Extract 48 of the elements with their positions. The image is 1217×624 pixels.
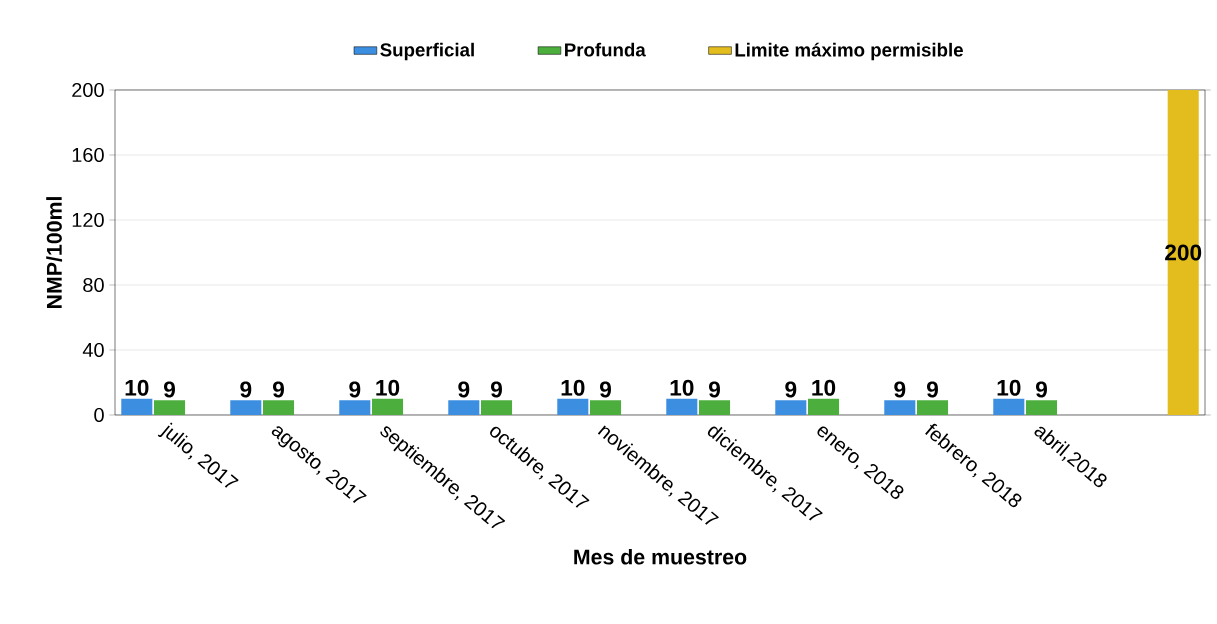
bar (589, 400, 622, 415)
bar (1167, 89, 1199, 415)
bar (916, 400, 949, 415)
data-label: 10 (125, 379, 149, 396)
bar (884, 400, 916, 415)
bar (557, 398, 589, 415)
y-tick-label: 0 (94, 407, 104, 423)
legend-label: Profunda (565, 42, 646, 57)
data-label: 9 (600, 381, 611, 398)
bar (698, 400, 731, 415)
y-tick-label: 40 (82, 342, 104, 358)
x-axis-title: Mes de muestreo (574, 548, 747, 565)
data-label: 10 (812, 379, 836, 396)
y-tick-label: 160 (72, 147, 104, 163)
bar (262, 400, 295, 415)
bar (371, 398, 404, 415)
bar (230, 400, 262, 415)
bar (480, 400, 513, 415)
y-tick-label: 200 (72, 82, 104, 98)
data-label: 10 (561, 379, 585, 396)
bar (807, 398, 840, 415)
data-label: 10 (376, 379, 400, 396)
data-label: 9 (491, 381, 502, 398)
bar (1025, 400, 1058, 415)
data-label: 9 (240, 381, 252, 398)
bar (121, 398, 153, 415)
data-label: 9 (458, 381, 470, 398)
legend-label: Superficial (380, 42, 474, 61)
data-label: 10 (670, 379, 694, 396)
data-label: 9 (709, 381, 720, 398)
data-label: 9 (894, 381, 906, 398)
data-label: 9 (164, 381, 175, 398)
y-axis-title: NMP/100ml (46, 197, 63, 308)
bar (448, 400, 480, 415)
bar (339, 400, 371, 415)
data-label: 9 (785, 381, 797, 398)
bar (993, 398, 1025, 415)
data-label: 9 (273, 381, 284, 398)
legend-label: Limite máximo permisible (735, 42, 963, 61)
data-label: 10 (997, 379, 1021, 396)
bar (775, 400, 807, 415)
y-tick-label: 80 (83, 277, 104, 293)
y-tick-label: 120 (72, 212, 104, 228)
bar (153, 400, 186, 415)
data-label: 9 (1036, 381, 1047, 398)
bar (666, 398, 698, 415)
data-label: 9 (927, 381, 938, 398)
data-label: 9 (349, 381, 361, 398)
